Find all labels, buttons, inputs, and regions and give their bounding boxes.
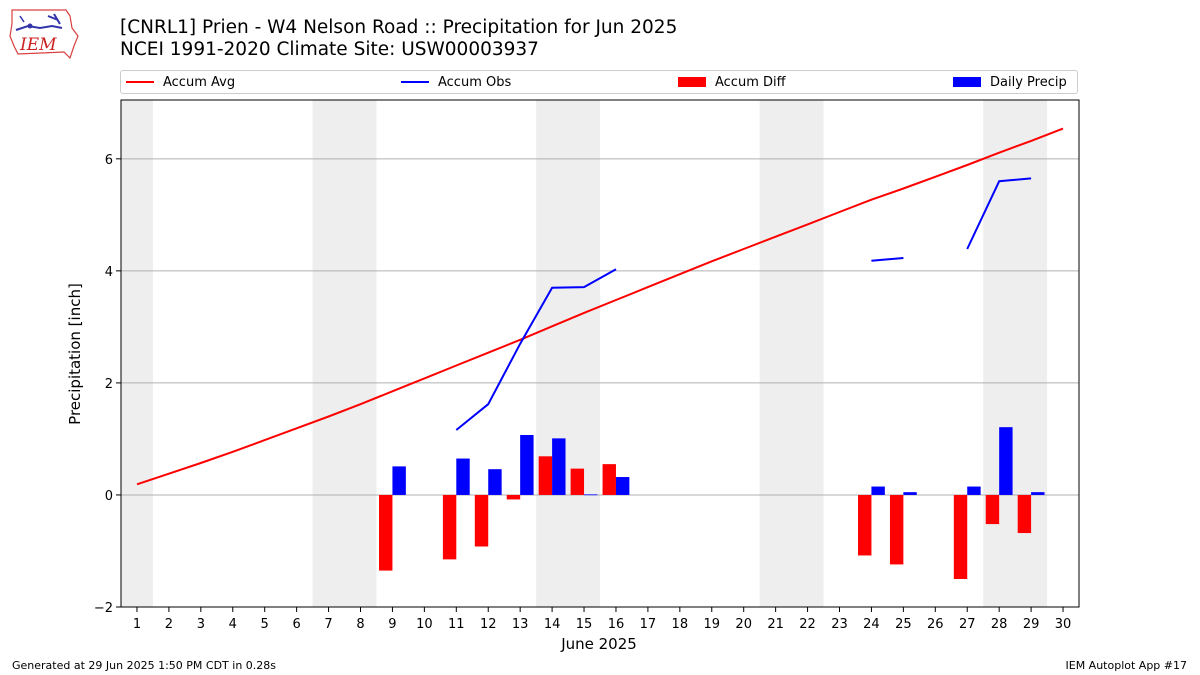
legend-label-accum-diff: Accum Diff bbox=[715, 74, 786, 90]
bar-accum-diff-day-13 bbox=[506, 494, 521, 500]
y-axis-label: Precipitation [inch] bbox=[66, 283, 84, 425]
y-tick-label: 6 bbox=[105, 153, 113, 168]
x-tick-label: 16 bbox=[608, 617, 625, 632]
x-tick-label: 20 bbox=[735, 617, 752, 632]
legend-item-accum-diff: Accum Diff bbox=[678, 71, 786, 93]
x-tick-label: 10 bbox=[416, 617, 433, 632]
x-tick-label: 1 bbox=[133, 617, 141, 632]
x-tick-label: 27 bbox=[959, 617, 976, 632]
line-accum-avg-segment-1 bbox=[136, 127, 1064, 486]
x-tick-label: 26 bbox=[927, 617, 944, 632]
x-tick-label: 12 bbox=[480, 617, 497, 632]
legend: Accum Avg Accum Obs Accum Diff Daily Pre… bbox=[120, 70, 1078, 94]
weekend-band-3 bbox=[536, 100, 600, 607]
bar-accum-diff-day-12 bbox=[474, 494, 489, 547]
iem-logo: IEM bbox=[9, 9, 79, 60]
legend-label-daily-precip: Daily Precip bbox=[990, 74, 1067, 90]
x-tick-label: 6 bbox=[292, 617, 300, 632]
bar-accum-diff-day-15 bbox=[570, 468, 585, 495]
weekend-band-2 bbox=[312, 100, 377, 607]
legend-item-accum-avg: Accum Avg bbox=[126, 71, 235, 93]
bar-accum-diff-day-24 bbox=[858, 494, 872, 556]
x-tick-label: 17 bbox=[640, 617, 657, 632]
x-tick-label: 11 bbox=[448, 617, 465, 632]
legend-label-accum-obs: Accum Obs bbox=[438, 74, 512, 90]
x-tick-label: 8 bbox=[356, 617, 364, 632]
weekend-band-4 bbox=[759, 100, 824, 607]
x-tick-label: 14 bbox=[544, 617, 561, 632]
x-tick-label: 22 bbox=[799, 617, 816, 632]
bar-accum-diff-day-28 bbox=[985, 494, 1000, 525]
bar-accum-diff-day-25 bbox=[889, 494, 904, 565]
bar-daily-precip-day-24 bbox=[871, 486, 885, 495]
x-tick-label: 25 bbox=[895, 617, 912, 632]
bar-daily-precip-day-13 bbox=[520, 435, 534, 495]
bar-accum-diff-day-29 bbox=[1017, 494, 1032, 534]
bar-daily-precip-day-15 bbox=[584, 494, 598, 496]
x-tick-label: 5 bbox=[261, 617, 269, 632]
bar-daily-precip-day-9 bbox=[392, 466, 406, 495]
weekend-band-5 bbox=[983, 100, 1048, 607]
x-tick-label: 19 bbox=[703, 617, 720, 632]
legend-item-accum-obs: Accum Obs bbox=[401, 71, 511, 93]
x-tick-label: 30 bbox=[1055, 617, 1072, 632]
bar-daily-precip-day-27 bbox=[967, 486, 981, 495]
x-tick-label: 9 bbox=[388, 617, 396, 632]
x-tick-label: 4 bbox=[229, 617, 237, 632]
bar-daily-precip-day-12 bbox=[488, 469, 502, 495]
x-tick-label: 15 bbox=[576, 617, 593, 632]
x-tick-label: 3 bbox=[197, 617, 205, 632]
footer-app-id: IEM Autoplot App #17 bbox=[1065, 659, 1188, 672]
y-tick-label: 0 bbox=[105, 489, 113, 504]
legend-swatch-accum-avg bbox=[126, 81, 154, 83]
logo-text: IEM bbox=[19, 35, 57, 55]
y-tick-label: −2 bbox=[94, 601, 113, 616]
footer-generated: Generated at 29 Jun 2025 1:50 PM CDT in … bbox=[12, 659, 277, 672]
x-tick-label: 7 bbox=[324, 617, 332, 632]
bar-accum-diff-day-9 bbox=[379, 494, 393, 571]
line-accum-obs-segment-3 bbox=[966, 177, 1032, 250]
chart-subtitle: NCEI 1991-2020 Climate Site: USW00003937 bbox=[120, 39, 539, 60]
y-tick-label: 4 bbox=[105, 265, 113, 280]
legend-swatch-daily-precip bbox=[953, 77, 981, 87]
bar-daily-precip-day-28 bbox=[999, 427, 1013, 495]
x-tick-label: 2 bbox=[165, 617, 173, 632]
legend-swatch-accum-obs bbox=[401, 81, 429, 83]
y-tick-label: 2 bbox=[105, 377, 113, 392]
bar-daily-precip-day-16 bbox=[615, 477, 630, 495]
bar-accum-diff-day-27 bbox=[953, 494, 968, 579]
bar-accum-diff-day-16 bbox=[602, 464, 616, 495]
bar-daily-precip-day-11 bbox=[456, 458, 470, 495]
x-tick-label: 18 bbox=[672, 617, 689, 632]
x-tick-label: 29 bbox=[1023, 617, 1040, 632]
bar-daily-precip-day-25 bbox=[903, 492, 917, 495]
weekend-band-1 bbox=[121, 100, 153, 607]
bar-daily-precip-day-14 bbox=[552, 438, 566, 495]
bar-daily-precip-day-29 bbox=[1031, 492, 1045, 495]
x-tick-label: 28 bbox=[991, 617, 1008, 632]
x-tick-label: 23 bbox=[831, 617, 848, 632]
line-accum-obs-segment-1 bbox=[455, 268, 617, 431]
chart-title: [CNRL1] Prien - W4 Nelson Road :: Precip… bbox=[120, 17, 678, 38]
x-tick-label: 24 bbox=[863, 617, 880, 632]
x-tick-label: 21 bbox=[767, 617, 784, 632]
x-tick-label: 13 bbox=[512, 617, 529, 632]
legend-swatch-accum-diff bbox=[678, 77, 706, 87]
x-axis-label: June 2025 bbox=[560, 635, 637, 653]
plot-frame bbox=[120, 99, 1080, 608]
legend-label-accum-avg: Accum Avg bbox=[163, 74, 236, 90]
bar-accum-diff-day-14 bbox=[538, 456, 553, 495]
bar-accum-diff-day-11 bbox=[442, 494, 457, 560]
legend-item-daily-precip: Daily Precip bbox=[953, 71, 1067, 93]
line-accum-obs-segment-2 bbox=[871, 257, 904, 262]
